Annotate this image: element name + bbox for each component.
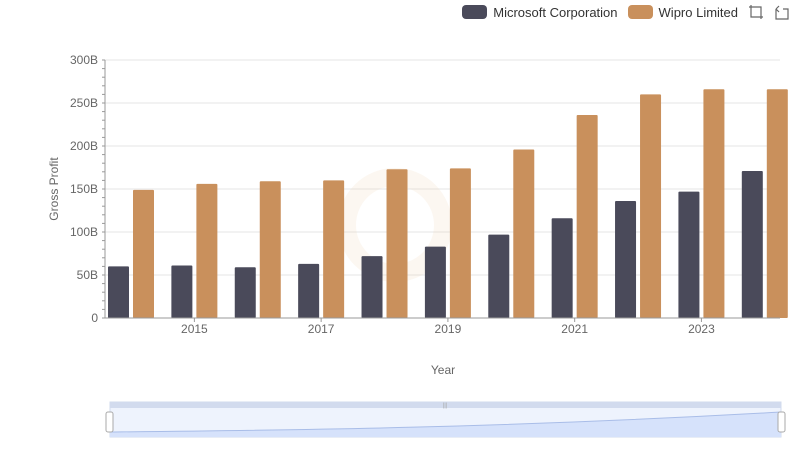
bar-wipro-2014[interactable] (133, 189, 154, 318)
y-tick-label: 200B (70, 139, 98, 153)
legend-label-wipro: Wipro Limited (658, 4, 738, 20)
bar-microsoft-2024[interactable] (741, 170, 763, 318)
bar-wipro-2019[interactable] (449, 168, 471, 318)
bar-microsoft-2017[interactable] (298, 263, 320, 318)
x-tick-label: 2017 (308, 322, 335, 336)
bar-wipro-2018[interactable] (386, 169, 408, 318)
y-tick-label: 300B (70, 53, 98, 67)
bar-wipro-2021[interactable] (576, 115, 598, 318)
y-axis-title: Gross Profit (47, 157, 61, 221)
bar-wipro-2024[interactable] (766, 89, 788, 319)
y-tick-label: 250B (70, 96, 98, 110)
x-tick-label: 2023 (688, 322, 715, 336)
slider-handle-right[interactable] (777, 411, 786, 433)
legend-item-microsoft[interactable]: Microsoft Corporation (462, 4, 618, 20)
zoom-icon[interactable] (748, 4, 764, 20)
grid-lines (105, 59, 780, 276)
restore-icon[interactable] (774, 4, 790, 20)
x-tick-label: 2015 (181, 322, 208, 336)
y-tick-label: 100B (70, 225, 98, 239)
bar-wipro-2020[interactable] (513, 149, 535, 318)
slider-handle-left[interactable] (105, 411, 114, 433)
slider-preview-area (110, 412, 781, 437)
bar-wipro-2023[interactable] (703, 89, 725, 319)
bar-microsoft-2023[interactable] (678, 191, 700, 318)
x-tick-label: 2021 (561, 322, 588, 336)
y-tick-label: 0 (91, 311, 98, 325)
slider-grip-icon[interactable]: ||| (443, 403, 448, 409)
x-axis-title: Year (431, 363, 455, 377)
bar-microsoft-2016[interactable] (234, 267, 256, 318)
bar-microsoft-2018[interactable] (361, 256, 383, 318)
bar-wipro-2016[interactable] (259, 181, 281, 318)
x-tick-label: 2019 (435, 322, 462, 336)
legend-swatch-wipro (627, 5, 653, 19)
bar-microsoft-2020[interactable] (488, 234, 510, 318)
datazoom-slider[interactable]: ||| (105, 401, 786, 438)
bars (108, 89, 788, 319)
bar-microsoft-2015[interactable] (171, 265, 193, 318)
bar-microsoft-2019[interactable] (424, 246, 446, 318)
axes: 0 50B 100B 150B 200B 250B 300B 2015 2017 2019 2021… (70, 53, 780, 336)
bar-wipro-2017[interactable] (323, 180, 345, 318)
bar-microsoft-2014[interactable] (108, 266, 129, 318)
y-tick-label: 50B (77, 268, 98, 282)
legend-swatch-microsoft (462, 5, 488, 19)
bar-wipro-2022[interactable] (640, 94, 662, 319)
legend: Microsoft Corporation Wipro Limited (462, 4, 790, 20)
bar-microsoft-2021[interactable] (551, 218, 573, 318)
legend-label-microsoft: Microsoft Corporation (493, 4, 618, 20)
y-tick-label: 150B (70, 182, 98, 196)
slider-preview-line (109, 411, 782, 433)
bar-wipro-2015[interactable] (196, 183, 218, 318)
legend-item-wipro[interactable]: Wipro Limited (627, 4, 738, 20)
slider-top-bar[interactable] (110, 402, 781, 408)
bar-microsoft-2022[interactable] (615, 201, 637, 318)
